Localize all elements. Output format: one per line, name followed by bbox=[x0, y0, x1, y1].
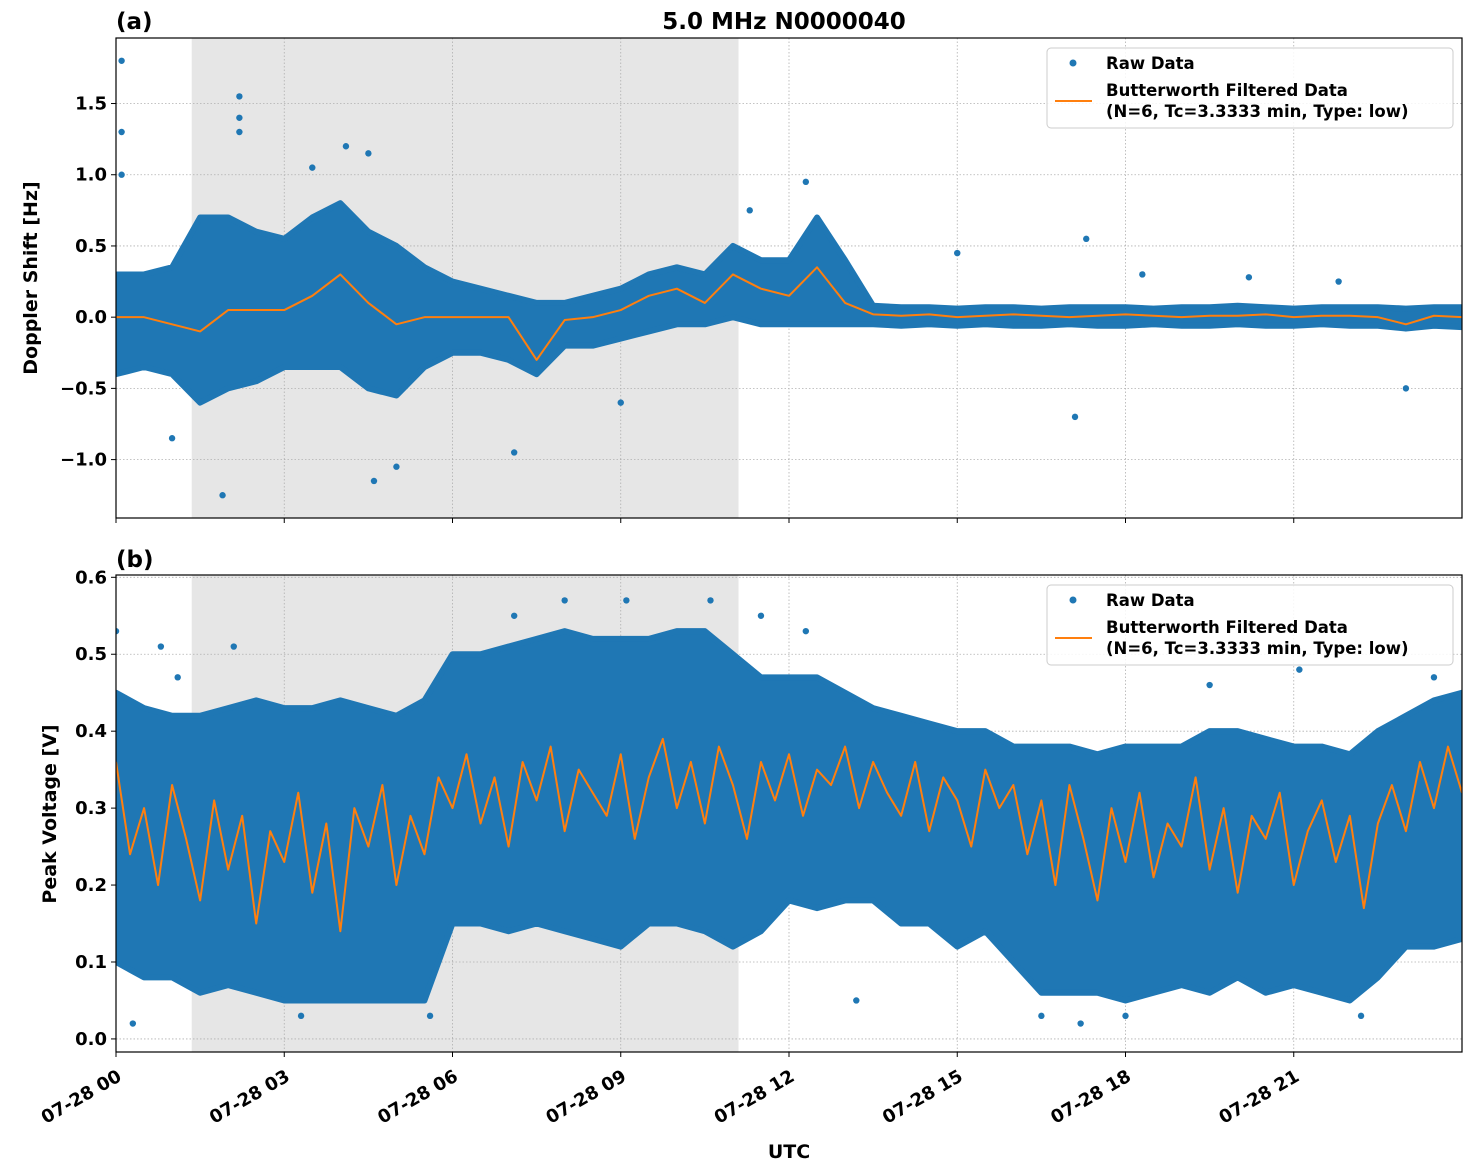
raw-data-point bbox=[297, 1012, 305, 1020]
legend-b: Raw Data Butterworth Filtered Data (N=6,… bbox=[1046, 584, 1454, 666]
raw-data-point bbox=[236, 93, 243, 100]
raw-data-point bbox=[1139, 271, 1146, 278]
raw-data-point bbox=[129, 1020, 137, 1027]
raw-data-point bbox=[1206, 681, 1213, 689]
x-tick-label: 07-28 09 bbox=[543, 1066, 630, 1129]
y-tick-label: 0.5 bbox=[75, 644, 107, 665]
x-tick-label: 07-28 15 bbox=[879, 1066, 966, 1129]
x-tick-label: 07-28 06 bbox=[374, 1066, 461, 1129]
y-axis-label-a: Doppler Shift [Hz] bbox=[20, 181, 42, 374]
raw-data-point bbox=[1402, 385, 1410, 392]
panel-label-b: (b) bbox=[116, 547, 154, 573]
legend-raw-marker bbox=[1069, 596, 1077, 604]
raw-data-point bbox=[118, 171, 125, 178]
y-axis-label-b: Peak Voltage [V] bbox=[39, 724, 61, 903]
raw-data-point bbox=[365, 150, 372, 157]
legend-raw-marker bbox=[1069, 59, 1077, 67]
filtered-data-line bbox=[116, 737, 1462, 933]
raw-data-point bbox=[853, 997, 860, 1004]
raw-data-point bbox=[802, 178, 810, 186]
raw-data-point bbox=[168, 435, 176, 442]
plot-area bbox=[116, 57, 1462, 499]
raw-data-band bbox=[116, 628, 1462, 1004]
panel-label-a: (a) bbox=[116, 9, 153, 35]
raw-data-point bbox=[393, 463, 400, 470]
raw-data-point bbox=[757, 612, 765, 619]
raw-data-point bbox=[1122, 1012, 1129, 1020]
y-tick-label: 0.4 bbox=[75, 721, 107, 742]
raw-data-point bbox=[118, 128, 125, 136]
legend-filtered-params: (N=6, Tc=3.3333 min, Type: low) bbox=[1106, 102, 1409, 121]
y-tick-label: 0.0 bbox=[75, 1029, 107, 1050]
legend-box bbox=[1046, 584, 1454, 666]
raw-data-point bbox=[1335, 278, 1342, 285]
y-tick-label: 0.2 bbox=[75, 875, 107, 896]
raw-data-point bbox=[510, 449, 518, 456]
legend-raw-label: Raw Data bbox=[1106, 591, 1195, 610]
y-tick-label: −0.5 bbox=[60, 378, 107, 399]
raw-data-point bbox=[174, 674, 181, 681]
raw-data-point bbox=[236, 114, 243, 121]
raw-data-point bbox=[954, 249, 961, 257]
x-tick-label: 07-28 03 bbox=[206, 1066, 293, 1129]
panel-a: −1.0 −0.5 0.0 0.5 1.0 1.5 bbox=[60, 37, 1463, 523]
x-tick-label: 07-28 18 bbox=[1047, 1066, 1134, 1129]
legend-filtered-label: Butterworth Filtered Data bbox=[1106, 618, 1348, 637]
raw-data-point bbox=[802, 627, 810, 635]
raw-data-point bbox=[116, 627, 120, 635]
raw-data-point bbox=[1038, 1012, 1045, 1020]
y-tick-label: 0.5 bbox=[75, 236, 107, 257]
plot-area bbox=[116, 597, 1462, 1027]
raw-data-point bbox=[1430, 674, 1438, 681]
y-tick-label: 0.6 bbox=[75, 567, 107, 588]
raw-data-point bbox=[1083, 235, 1090, 243]
raw-data-point bbox=[342, 143, 350, 150]
raw-data-point bbox=[1071, 413, 1079, 421]
legend-a: Raw Data Butterworth Filtered Data (N=6,… bbox=[1046, 47, 1454, 129]
raw-data-point bbox=[1077, 1020, 1084, 1027]
panel-b: 0.0 0.1 0.2 0.3 0.4 0.5 0.6 07-28 00 07-28 03 07-… bbox=[38, 567, 1463, 1129]
raw-data-point bbox=[370, 477, 378, 485]
y-tick-label: −1.0 bbox=[60, 450, 107, 471]
raw-data-point bbox=[236, 128, 243, 136]
raw-data-point bbox=[1245, 274, 1253, 281]
raw-data-point bbox=[309, 164, 316, 171]
raw-data-point bbox=[1296, 666, 1303, 673]
raw-data-band bbox=[116, 200, 1462, 406]
raw-data-point bbox=[707, 597, 714, 604]
filtered-data-line bbox=[116, 266, 1462, 361]
x-tick-label: 07-28 12 bbox=[711, 1066, 798, 1129]
raw-data-point bbox=[426, 1012, 434, 1020]
raw-data-point bbox=[617, 399, 624, 406]
raw-data-point bbox=[1357, 1012, 1365, 1020]
y-tick-label: 1.0 bbox=[75, 165, 107, 186]
raw-data-point bbox=[561, 597, 568, 604]
raw-data-point bbox=[118, 57, 125, 64]
legend-filtered-params: (N=6, Tc=3.3333 min, Type: low) bbox=[1106, 639, 1409, 658]
legend-filtered-label: Butterworth Filtered Data bbox=[1106, 81, 1348, 100]
raw-data-point bbox=[510, 612, 518, 619]
y-tick-label: 0.0 bbox=[75, 307, 107, 328]
y-tick-label: 0.1 bbox=[75, 952, 107, 973]
x-axis-label: UTC bbox=[768, 1141, 810, 1163]
y-tick-label: 1.5 bbox=[75, 94, 107, 115]
raw-data-point bbox=[230, 643, 237, 650]
raw-data-point bbox=[746, 207, 753, 214]
y-tick-label: 0.3 bbox=[75, 798, 107, 819]
legend-box bbox=[1046, 47, 1454, 129]
chart-title: 5.0 MHz N0000040 bbox=[662, 9, 906, 35]
raw-data-point bbox=[157, 643, 165, 650]
raw-data-point bbox=[623, 597, 630, 604]
raw-data-point bbox=[219, 492, 226, 499]
x-tick-label: 07-28 00 bbox=[38, 1066, 125, 1129]
x-tick-label: 07-28 21 bbox=[1216, 1066, 1303, 1129]
legend-raw-label: Raw Data bbox=[1106, 54, 1195, 73]
